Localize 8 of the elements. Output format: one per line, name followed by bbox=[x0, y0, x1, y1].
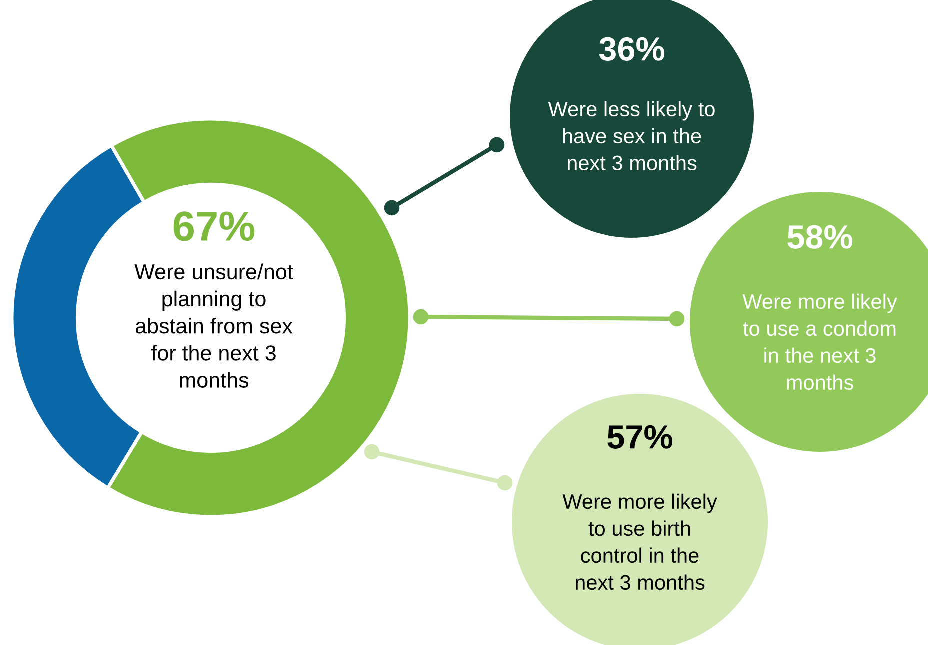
text: Were more likely to use a condom in the next 3 months bbox=[742, 294, 898, 390]
text: 57% bbox=[608, 425, 672, 449]
text: Were less likely to have sex in the next 3 months bbox=[548, 101, 715, 171]
text: 36% bbox=[599, 37, 664, 61]
text: 58% bbox=[788, 225, 852, 249]
text: Were unsure/not planning to abstain from sex for the next 3 months bbox=[134, 264, 294, 388]
data-label: 67% bbox=[174, 212, 255, 242]
text: Were more likely to use birth control in the next 3 months bbox=[562, 494, 718, 590]
